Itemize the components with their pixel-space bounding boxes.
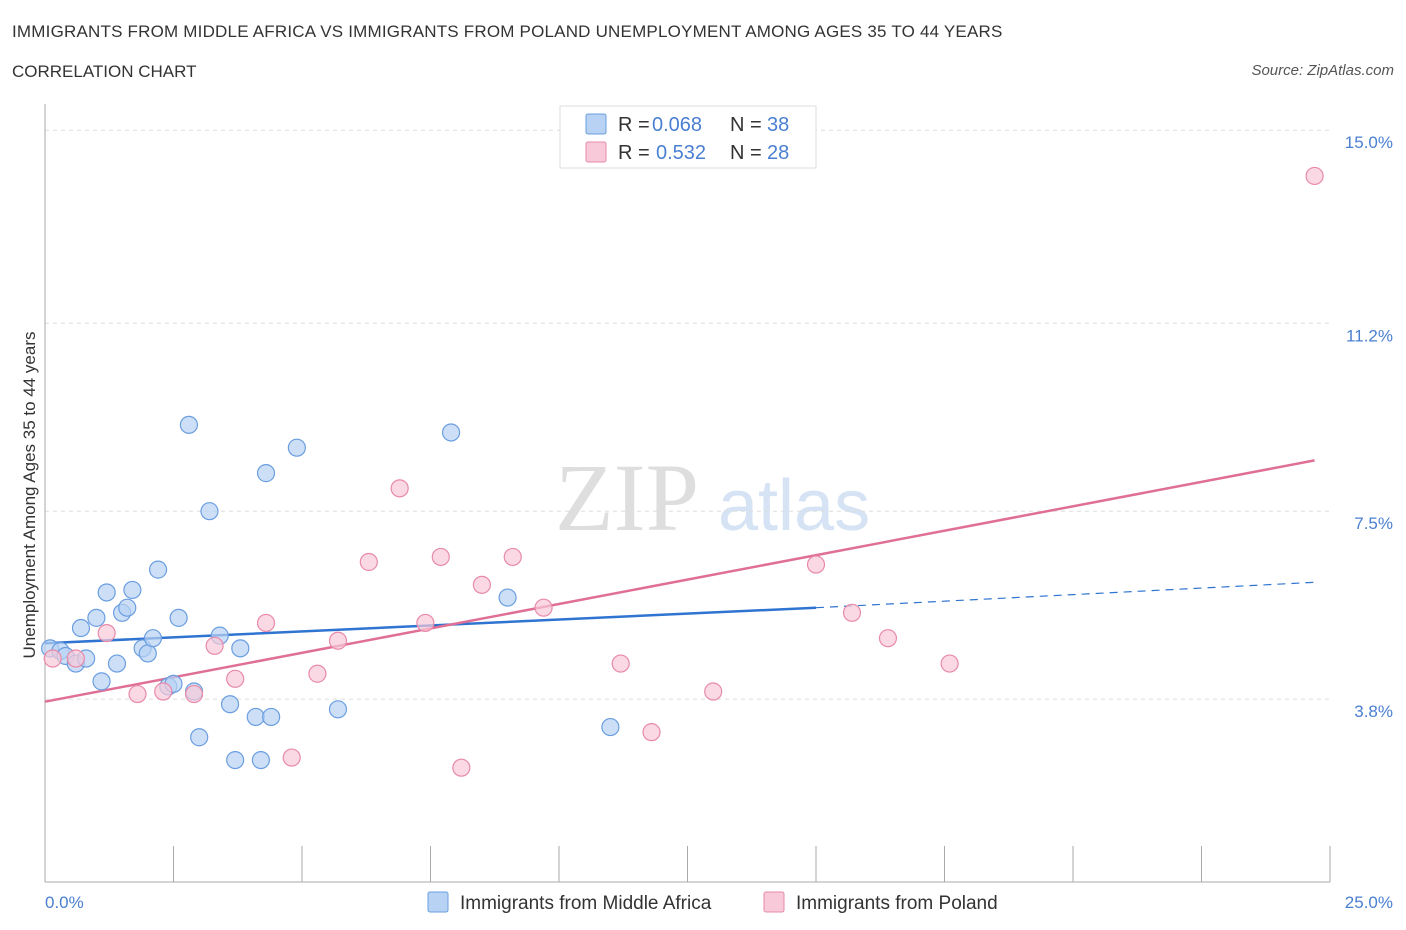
point-middle-africa-29	[251, 750, 270, 770]
series-legend-swatch-middle-africa	[427, 891, 449, 913]
legend-swatch-middle-africa	[585, 113, 607, 135]
legend-n-label-middle-africa: N =	[730, 114, 762, 136]
legend-swatch-poland	[585, 141, 607, 163]
point-poland-18	[503, 547, 522, 567]
point-middle-africa-22	[190, 728, 209, 747]
point-poland-20	[611, 654, 630, 673]
point-middle-africa-14	[138, 644, 157, 663]
y-tick-labels: 3.8% 7.5% 11.2% 15.0%	[1345, 133, 1393, 721]
y-tick-label-2: 11.2%	[1346, 326, 1393, 345]
point-poland-12	[359, 552, 378, 572]
point-poland-22	[704, 682, 723, 701]
source-credit: Source: ZipAtlas.com	[1251, 62, 1394, 79]
point-middle-africa-32	[287, 438, 306, 457]
point-poland-23	[806, 555, 826, 574]
legend-r-value-middle-africa: 0.068	[652, 114, 702, 136]
point-middle-africa-4	[71, 618, 91, 638]
watermark: ZIP atlas	[555, 444, 870, 551]
y-tick-label-1: 7.5%	[1354, 514, 1393, 533]
x-tick-labels: 0.0% 25.0%	[45, 893, 1393, 912]
trend-extension-0	[815, 581, 1315, 609]
y-tick-label-3: 15.0%	[1345, 133, 1393, 152]
point-middle-africa-15	[143, 629, 163, 648]
series-legend: Immigrants from Middle Africa Immigrants…	[427, 891, 998, 914]
data-points	[41, 166, 1324, 777]
point-poland-25	[878, 629, 898, 648]
point-middle-africa-28	[246, 707, 265, 727]
point-poland-7	[226, 669, 245, 688]
point-poland-5	[184, 684, 204, 704]
point-poland-26	[940, 654, 959, 673]
legend-n-value-poland: 28	[767, 142, 789, 164]
trend-line-1	[44, 459, 1315, 703]
point-poland-19	[534, 598, 553, 617]
legend-n-label-poland: N =	[730, 142, 762, 164]
point-poland-21	[642, 723, 661, 742]
y-tick-label-0: 3.8%	[1354, 702, 1393, 721]
point-middle-africa-20	[179, 415, 199, 434]
point-poland-16	[452, 758, 471, 777]
point-poland-4	[154, 682, 173, 701]
point-middle-africa-9	[107, 654, 127, 673]
point-middle-africa-12	[123, 580, 142, 600]
legend-n-value-middle-africa: 38	[767, 114, 789, 136]
point-poland-13	[390, 479, 409, 498]
point-middle-africa-35	[498, 588, 517, 607]
point-poland-0	[43, 649, 62, 668]
point-middle-africa-25	[220, 695, 240, 714]
point-poland-8	[256, 613, 276, 633]
point-middle-africa-33	[328, 700, 348, 719]
point-middle-africa-7	[92, 672, 111, 691]
point-middle-africa-11	[118, 598, 137, 617]
point-middle-africa-16	[148, 560, 168, 579]
chart-title: IMMIGRANTS FROM MIDDLE AFRICA VS IMMIGRA…	[12, 22, 1003, 41]
x-tick-label-0: 0.0%	[45, 893, 84, 912]
chart-subtitle: CORRELATION CHART	[12, 62, 197, 81]
x-tick-label-1: 25.0%	[1345, 893, 1393, 912]
point-middle-africa-27	[231, 639, 250, 658]
point-poland-15	[431, 547, 450, 567]
point-middle-africa-26	[226, 750, 245, 770]
point-middle-africa-31	[262, 707, 281, 727]
legend-r-label-poland: R =	[618, 142, 650, 164]
point-poland-1	[66, 649, 85, 668]
point-middle-africa-23	[200, 502, 219, 521]
point-poland-6	[205, 636, 224, 655]
point-poland-2	[97, 624, 116, 643]
series-legend-label-middle-africa: Immigrants from Middle Africa	[460, 893, 712, 914]
point-middle-africa-30	[256, 464, 276, 483]
point-middle-africa-8	[97, 583, 116, 602]
watermark-zip: ZIP	[555, 444, 699, 551]
point-middle-africa-36	[601, 717, 620, 737]
point-poland-11	[328, 631, 348, 650]
series-legend-swatch-poland	[763, 891, 785, 913]
point-poland-24	[842, 603, 862, 622]
axes	[44, 104, 1331, 883]
legend-r-label-middle-africa: R =	[618, 114, 650, 136]
point-poland-9	[282, 748, 301, 767]
point-poland-27	[1305, 166, 1324, 186]
y-axis-label: Unemployment Among Ages 35 to 44 years	[20, 332, 39, 659]
point-poland-14	[416, 613, 435, 633]
stats-legend: R = 0.068 N = 38 R = 0.532 N = 28	[559, 105, 817, 169]
point-middle-africa-34	[441, 423, 461, 442]
series-legend-label-poland: Immigrants from Poland	[796, 893, 998, 914]
point-poland-10	[308, 664, 327, 683]
point-poland-17	[472, 575, 491, 594]
point-middle-africa-6	[87, 608, 106, 627]
watermark-atlas: atlas	[718, 466, 870, 546]
point-poland-3	[128, 684, 147, 704]
point-middle-africa-19	[169, 608, 188, 627]
legend-r-value-poland: 0.532	[656, 142, 706, 164]
